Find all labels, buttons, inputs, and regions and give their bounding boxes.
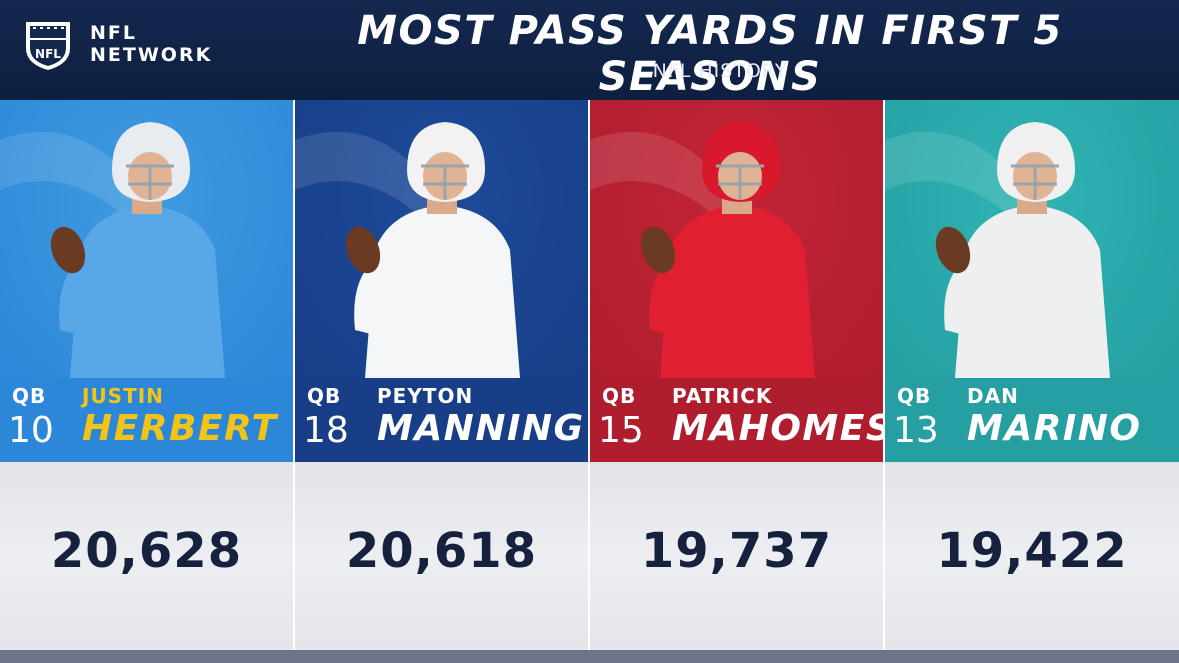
logo-line-1: NFL <box>90 22 212 44</box>
jersey-shape <box>660 205 815 378</box>
player-card: QB 10 JUSTIN HERBERT 20,628 <box>0 100 295 650</box>
pass-yards-value: 20,618 <box>346 523 537 579</box>
player-figure-icon <box>590 100 883 378</box>
stat-panel: 19,737 <box>590 462 883 650</box>
position-label: QB <box>12 384 46 408</box>
stat-panel: 20,618 <box>295 462 588 650</box>
player-photo <box>885 100 1179 378</box>
pass-yards-value: 20,628 <box>51 523 242 579</box>
jersey-shape <box>70 205 225 378</box>
last-name: MANNING <box>377 408 585 449</box>
player-figure-icon <box>885 100 1179 378</box>
header-banner: NFL NFL NETWORK MOST PASS YARDS IN FIRST… <box>0 0 1179 100</box>
page-subtitle: NFL HISTORY <box>250 60 1179 82</box>
player-figure-icon <box>295 100 588 378</box>
logo-line-2: NETWORK <box>90 44 212 66</box>
position-label: QB <box>897 384 931 408</box>
position-label: QB <box>307 384 341 408</box>
jersey-number: 13 <box>893 410 939 451</box>
jersey-number: 10 <box>8 410 54 451</box>
svg-text:NFL: NFL <box>35 47 61 61</box>
player-card: QB 13 DAN MARINO 19,422 <box>885 100 1179 650</box>
footer-strip <box>0 650 1179 663</box>
player-cards: QB 10 JUSTIN HERBERT 20,628 QB 18 PEYTON… <box>0 100 1179 650</box>
player-photo <box>590 100 883 378</box>
last-name: MAHOMES <box>672 408 885 449</box>
last-name: HERBERT <box>82 408 278 449</box>
stat-panel: 20,628 <box>0 462 293 650</box>
player-photo <box>295 100 588 378</box>
player-photo <box>0 100 293 378</box>
first-name: DAN <box>967 384 1019 408</box>
pass-yards-value: 19,737 <box>641 523 832 579</box>
nfl-shield-icon: NFL <box>18 14 78 74</box>
first-name: PEYTON <box>377 384 473 408</box>
last-name: MARINO <box>967 408 1142 449</box>
jersey-number: 15 <box>598 410 644 451</box>
stat-panel: 19,422 <box>885 462 1179 650</box>
pass-yards-value: 19,422 <box>936 523 1127 579</box>
jersey-shape <box>955 205 1110 378</box>
player-card: QB 15 PATRICK MAHOMES 19,737 <box>590 100 885 650</box>
player-card: QB 18 PEYTON MANNING 20,618 <box>295 100 590 650</box>
page-title: MOST PASS YARDS IN FIRST 5 SEASONS <box>250 8 1170 100</box>
player-figure-icon <box>0 100 293 378</box>
nfl-network-logo: NFL NFL NETWORK <box>18 14 212 74</box>
position-label: QB <box>602 384 636 408</box>
first-name: JUSTIN <box>82 384 164 408</box>
first-name: PATRICK <box>672 384 772 408</box>
jersey-shape <box>365 205 520 378</box>
jersey-number: 18 <box>303 410 349 451</box>
